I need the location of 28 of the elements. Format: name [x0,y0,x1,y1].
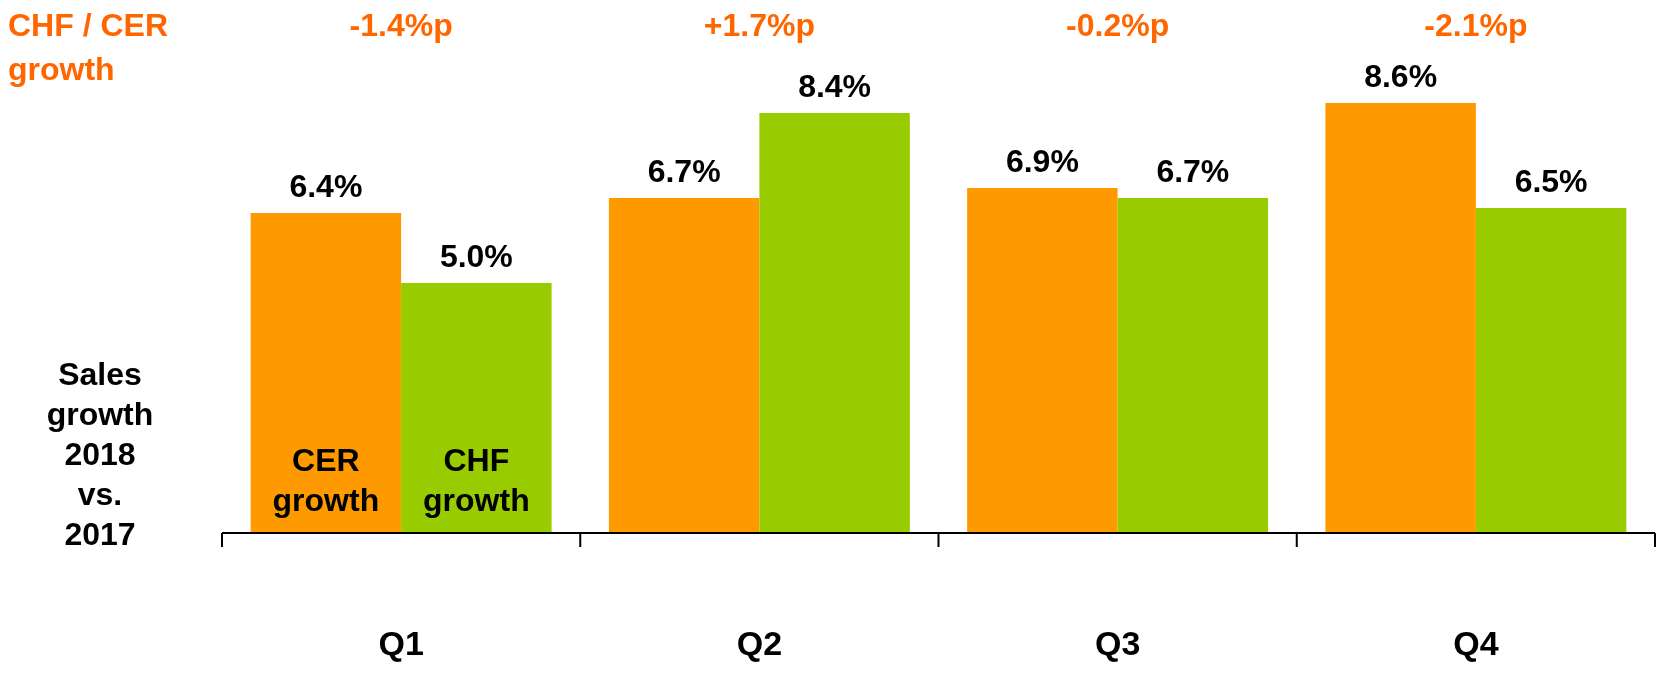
bar [759,113,910,533]
x-tick-label: Q1 [378,624,424,662]
text: -2.1%p [1424,7,1528,43]
data-label: 6.9% [1005,143,1079,179]
x-tick-label: Q2 [736,624,783,662]
x-tick-label: Q4 [1453,624,1499,662]
text: -1.4%p [349,7,453,43]
series-label: CHF growth [423,442,530,518]
data-label: 6.7% [647,153,721,189]
x-tick-label: Q3 [1094,624,1141,662]
data-label: 8.6% [1364,58,1438,94]
series-label: CER growth [272,442,380,518]
bar [250,213,402,533]
data-label: 8.4% [798,68,872,104]
data-label: 6.7% [1156,153,1230,189]
bar [967,188,1118,533]
bar [1117,198,1269,533]
data-label: 6.4% [289,168,363,204]
text: +1.7%p [703,7,815,43]
y-axis-title: Sales growth 2018 vs. 2017 [46,356,154,552]
data-label: 6.5% [1514,163,1588,199]
chart-title: CHF / CER growth [8,7,168,87]
bar [1325,103,1476,533]
bar [1475,208,1627,533]
bar [401,283,552,533]
text: -0.2%p [1066,7,1170,43]
data-label: 5.0% [439,238,513,274]
bar [608,198,760,533]
